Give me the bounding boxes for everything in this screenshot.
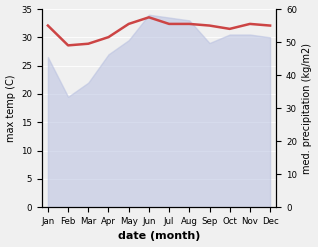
X-axis label: date (month): date (month) [118, 231, 200, 242]
Y-axis label: max temp (C): max temp (C) [5, 74, 16, 142]
Y-axis label: med. precipitation (kg/m2): med. precipitation (kg/m2) [302, 43, 313, 174]
